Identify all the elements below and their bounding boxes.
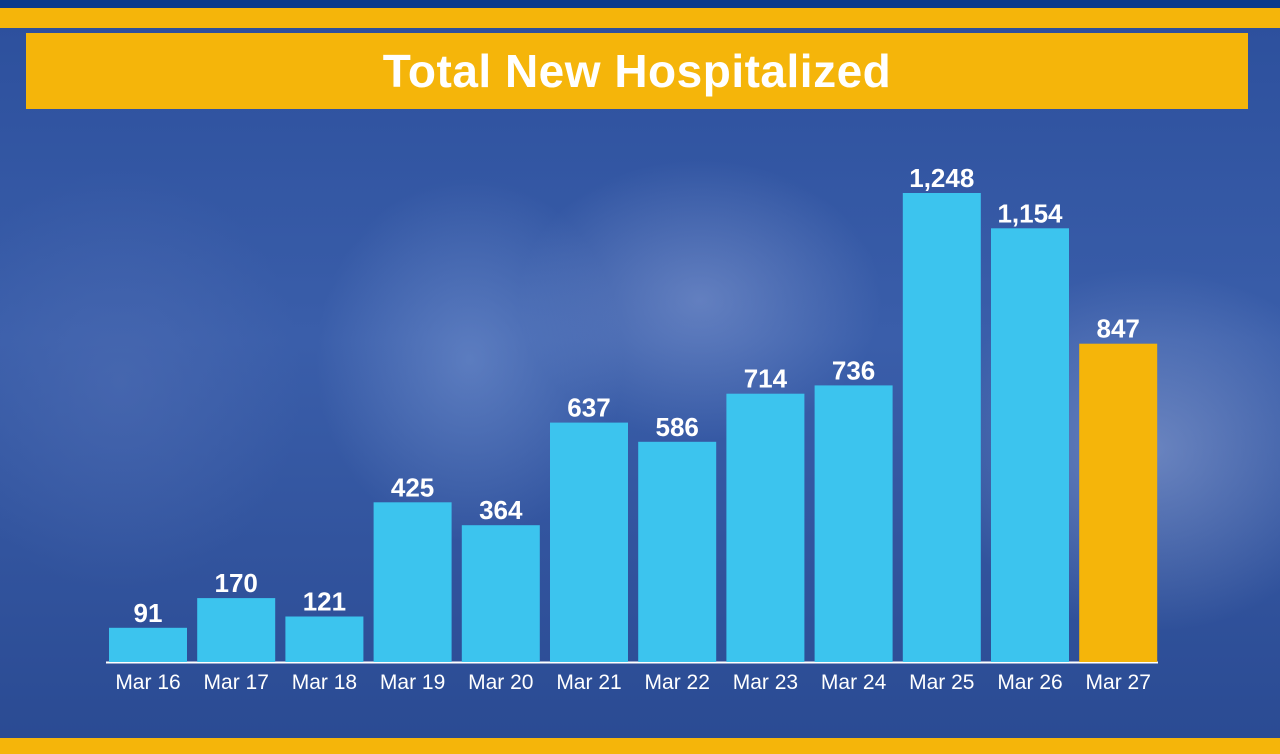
chart-title: Total New Hospitalized (382, 45, 892, 97)
x-tick-label: Mar 21 (556, 671, 621, 694)
data-label: 170 (215, 568, 258, 598)
data-label: 586 (656, 412, 699, 442)
bar-mar-17 (197, 598, 276, 662)
x-tick-label: Mar 23 (733, 671, 798, 694)
data-label: 121 (303, 587, 346, 617)
bar-mar-23 (726, 393, 805, 662)
data-label: 1,154 (997, 198, 1063, 228)
bar-mar-25 (902, 193, 981, 662)
x-tick-label: Mar 20 (468, 671, 533, 694)
x-tick-label: Mar 22 (645, 671, 710, 694)
data-label: 637 (567, 393, 610, 423)
x-tick-label: Mar 19 (380, 671, 445, 694)
x-tick-label: Mar 26 (997, 671, 1062, 694)
data-label: 847 (1097, 314, 1140, 344)
top-accent-stripe (0, 8, 1280, 28)
bottom-accent-stripe (0, 738, 1280, 754)
bar-mar-26 (991, 228, 1069, 663)
bar-mar-16 (109, 627, 187, 662)
bar-mar-27 (1079, 343, 1158, 662)
data-label: 425 (391, 472, 434, 502)
data-label: 364 (479, 495, 523, 525)
bar-mar-18 (285, 616, 364, 662)
data-label: 1,248 (909, 163, 974, 193)
bar-mar-24 (814, 385, 893, 662)
top-border (0, 0, 1280, 8)
bar-mar-19 (373, 502, 452, 662)
x-tick-label: Mar 25 (909, 671, 974, 694)
x-tick-label: Mar 16 (115, 671, 180, 694)
x-tick-label: Mar 18 (292, 671, 357, 694)
x-tick-label: Mar 24 (821, 671, 887, 694)
x-tick-label: Mar 27 (1086, 671, 1151, 694)
data-label: 91 (134, 598, 163, 628)
x-tick-label: Mar 17 (204, 671, 269, 694)
bar-mar-22 (638, 441, 717, 662)
bar-mar-20 (461, 525, 540, 662)
data-label: 714 (744, 364, 788, 394)
bar-mar-21 (550, 422, 628, 662)
data-label: 736 (832, 355, 875, 385)
title-band: Total New Hospitalized (26, 33, 1248, 109)
